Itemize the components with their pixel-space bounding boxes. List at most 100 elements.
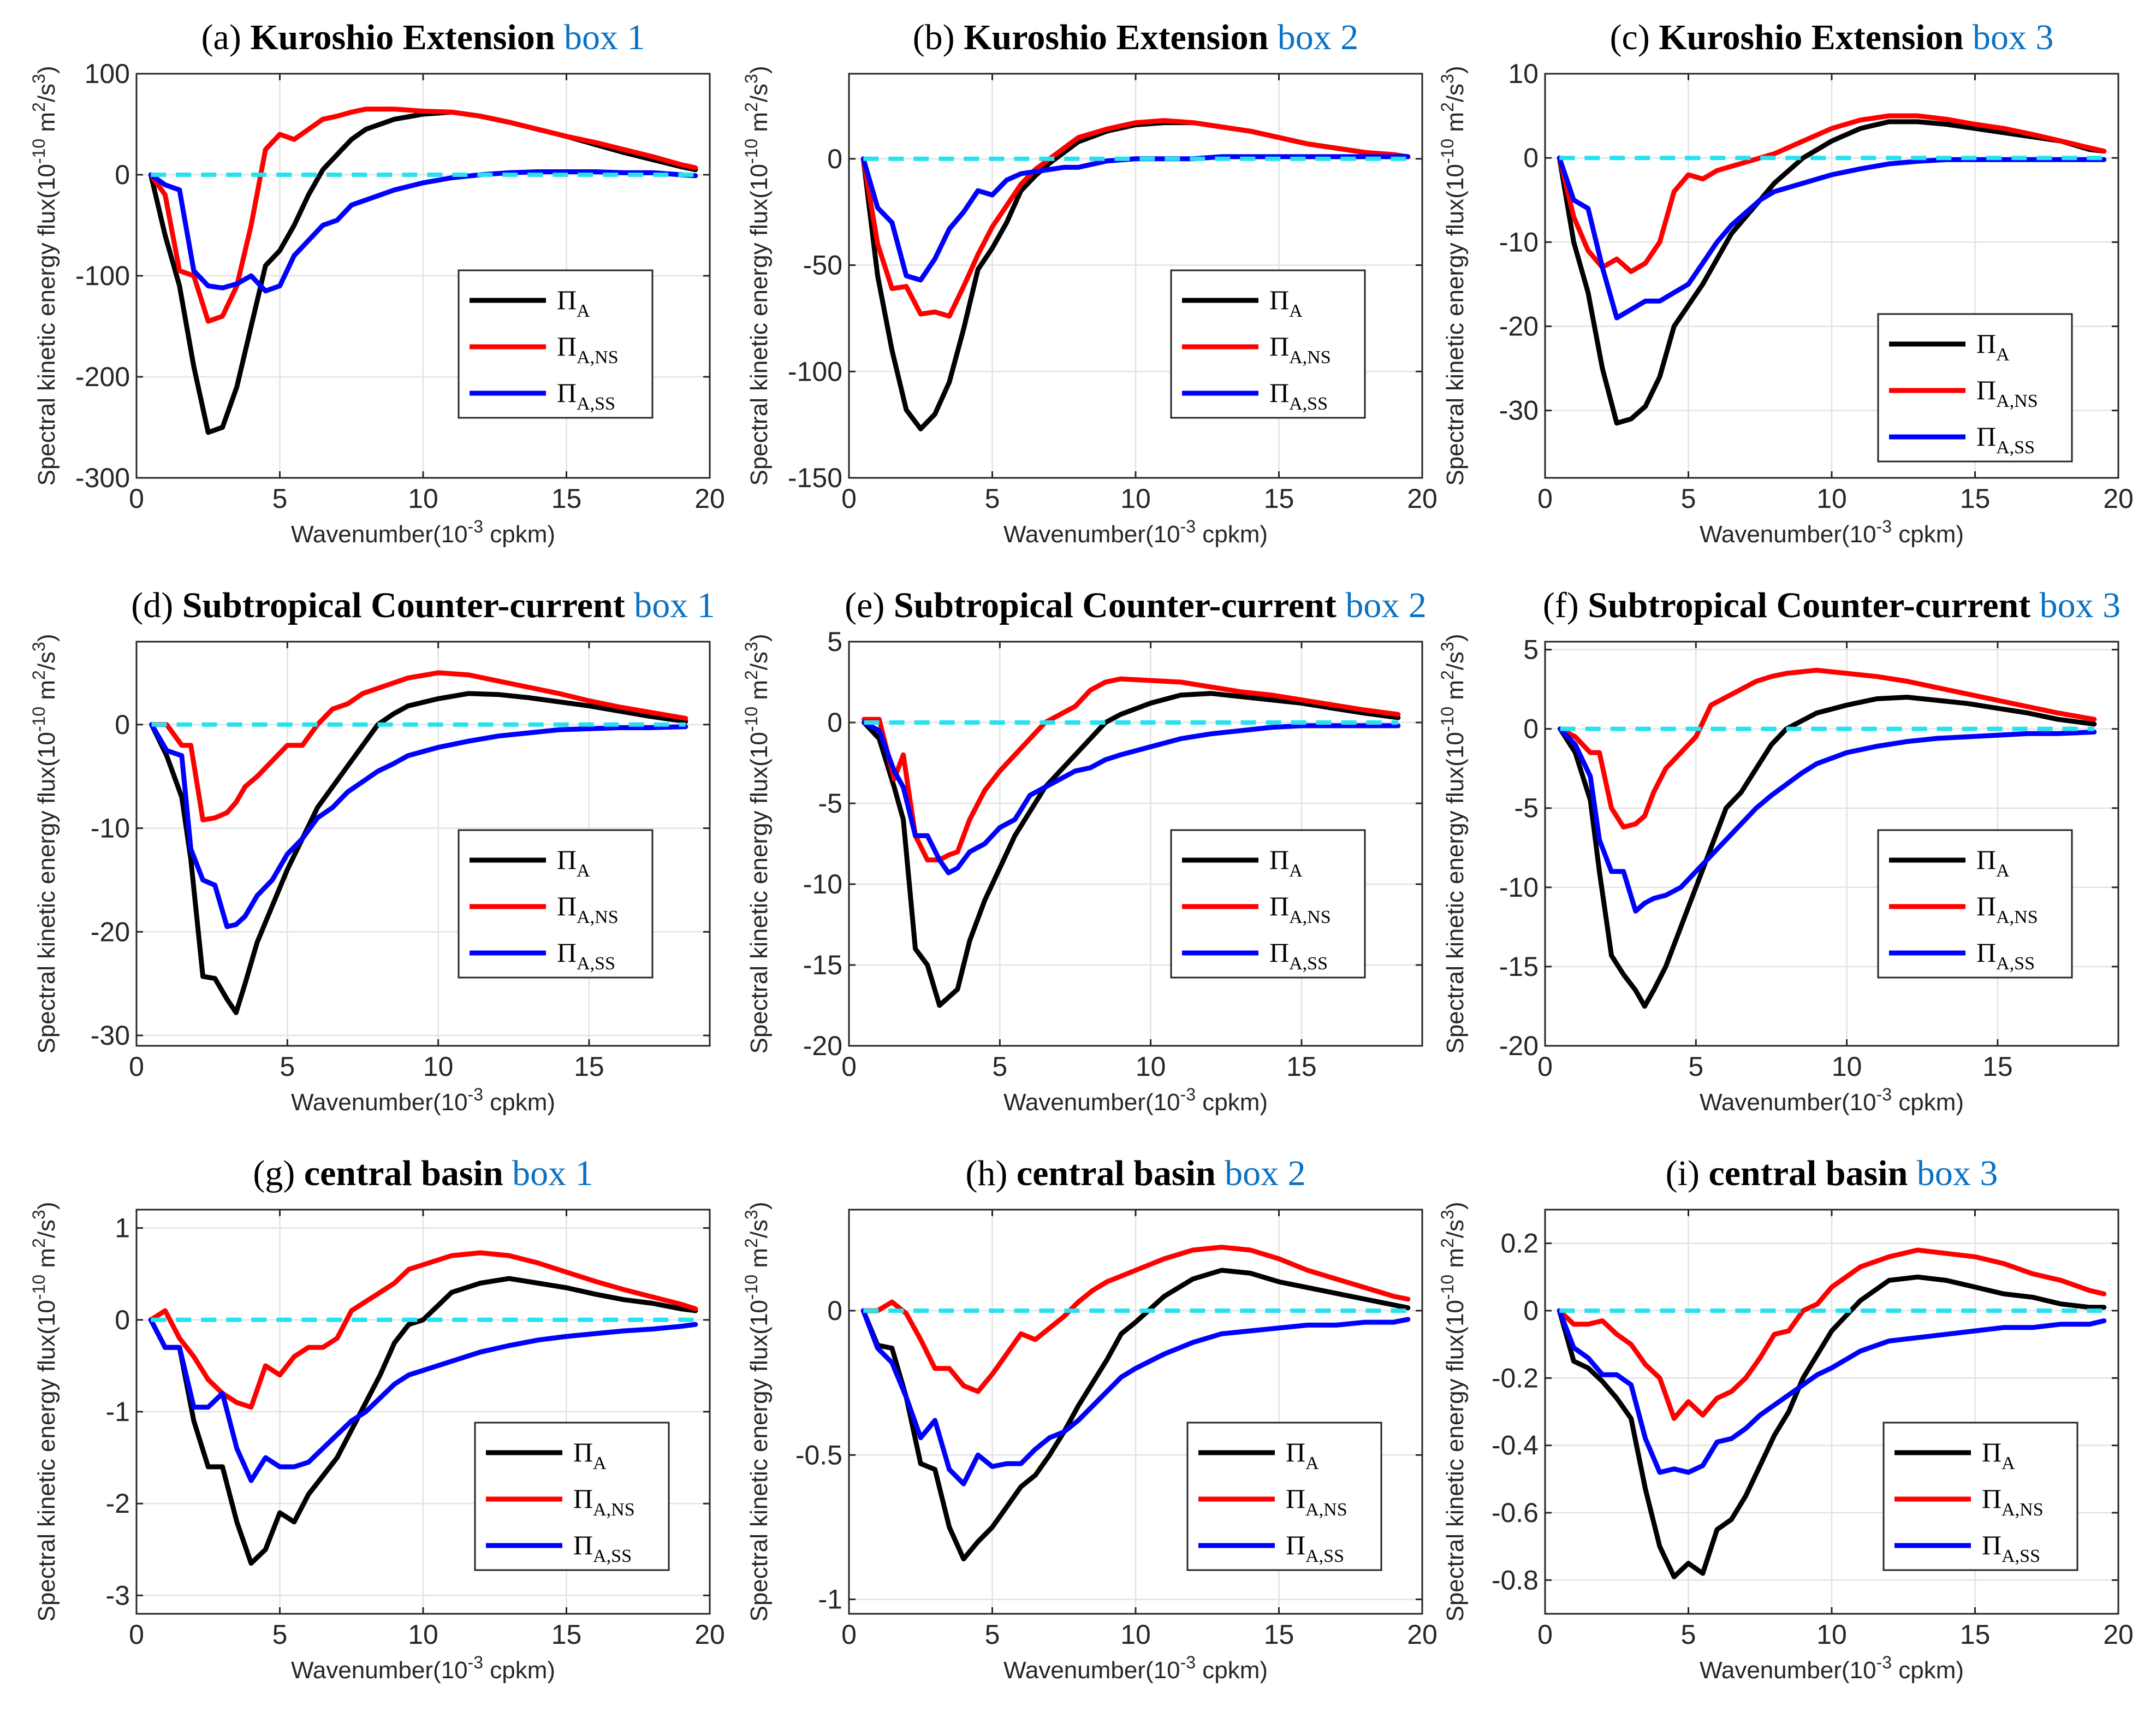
legend-symbol: Π — [1269, 285, 1289, 315]
panel-e: (e) Subtropical Counter-current box 2 0 5 1… — [741, 585, 1427, 1116]
x-axis-label-text: Wavenumber(10 — [291, 1657, 468, 1684]
legend-subscript: A,SS — [593, 1546, 632, 1566]
panel-title: (e) Subtropical Counter-current box 2 — [845, 585, 1427, 625]
legend-entry: ΠA,SS — [1269, 377, 1328, 414]
x-axis-label: Wavenumber(10-3 cpkm) — [1003, 517, 1268, 548]
legend-entry: ΠA,SS — [1976, 937, 2035, 974]
y-axis-label-text: Spectral kinetic energy flux(10 — [746, 732, 773, 1053]
y-tick-label: -30 — [91, 1020, 130, 1051]
title-space — [955, 17, 964, 57]
y-axis-label-exponent-3: 3 — [29, 74, 49, 84]
legend-entry: ΠA — [573, 1437, 607, 1473]
y-axis-label-exponent-2: 2 — [1438, 670, 1457, 680]
y-axis-label-text: Spectral kinetic energy flux(10 — [1442, 164, 1469, 486]
y-axis-label-exponent-2: 2 — [29, 1238, 49, 1248]
y-axis-label: Spectral kinetic energy flux(10-10 m2/s3… — [29, 66, 60, 486]
legend-subscript: A,SS — [1996, 954, 2035, 974]
y-axis-label-unit-2: /s — [746, 1219, 773, 1238]
series-line-2 — [860, 118, 1411, 319]
x-axis-label-tail: cpkm) — [483, 1089, 555, 1116]
legend-subscript: A,SS — [1305, 1546, 1344, 1566]
legend-symbol: Π — [1976, 891, 1996, 921]
legend-symbol: Π — [1269, 331, 1289, 362]
legend-entry: ΠA — [1269, 844, 1303, 881]
x-axis-label-exponent: -3 — [1180, 1085, 1196, 1104]
series-line-3 — [1557, 1308, 2107, 1475]
title-space — [1007, 1153, 1017, 1193]
y-tick-label: -1 — [818, 1584, 842, 1615]
series-line-3 — [1558, 726, 2097, 914]
y-tick-label: -15 — [803, 950, 842, 980]
title-box-label: box 3 — [1917, 1153, 1998, 1193]
x-tick-label: 0 — [129, 1051, 144, 1082]
panel-label: (d) — [131, 585, 173, 625]
panel-b: (b) Kuroshio Extension box 20 5 10 15 20-150… — [741, 17, 1438, 548]
y-axis-label-text: Spectral kinetic energy flux(10 — [33, 1300, 60, 1621]
title-space — [1216, 1153, 1225, 1193]
x-tick-label: 5 — [272, 1619, 288, 1650]
legend-symbol: Π — [1976, 937, 1996, 968]
y-tick-label: 0 — [115, 1305, 130, 1335]
legend-entry: ΠA — [1976, 844, 2010, 881]
x-axis-label: Wavenumber(10-3 cpkm) — [1700, 517, 1964, 548]
title-space — [1268, 17, 1278, 57]
title-space — [625, 585, 634, 625]
y-axis-label-end: ) — [33, 66, 60, 74]
x-tick-label: 10 — [423, 1051, 454, 1082]
x-tick-label: 20 — [1407, 1619, 1438, 1650]
y-tick-label: -15 — [1499, 951, 1539, 982]
title-space — [295, 1153, 304, 1193]
y-tick-label: -10 — [1499, 227, 1539, 257]
y-axis-label-exponent-3: 3 — [741, 642, 761, 652]
y-axis-label: Spectral kinetic energy flux(10-10 m2/s3… — [741, 1201, 773, 1621]
title-space — [1963, 17, 1973, 57]
legend-subscript: A,NS — [1289, 347, 1331, 368]
panel-d: (d) Subtropical Counter-current box 1 0 5 1… — [29, 585, 715, 1116]
y-axis-label-exponent: -10 — [29, 707, 49, 732]
y-axis-label: Spectral kinetic energy flux(10-10 m2/s3… — [741, 633, 773, 1053]
title-space — [241, 17, 251, 57]
series-line-3 — [862, 720, 1401, 875]
x-axis-label-tail: cpkm) — [483, 521, 555, 548]
legend-entry: ΠA,NS — [1976, 375, 2038, 411]
legend-symbol: Π — [1286, 1530, 1305, 1560]
y-axis-label-exponent: -10 — [1438, 707, 1457, 732]
y-tick-label: -5 — [1514, 793, 1539, 824]
legend-subscript: A — [1289, 861, 1303, 881]
x-tick-label: 0 — [129, 1619, 144, 1650]
y-tick-label: 5 — [1523, 635, 1539, 665]
panel-i: (i) central basin box 30 5 10 15 20-0.8-0.6-… — [1438, 1153, 2134, 1684]
y-tick-label: -2 — [106, 1488, 130, 1519]
y-axis-label-exponent-2: 2 — [741, 1238, 761, 1248]
x-axis-label-exponent: -3 — [1180, 517, 1196, 536]
legend-symbol: Π — [1286, 1437, 1305, 1467]
x-axis-label-tail: cpkm) — [1196, 521, 1268, 548]
y-tick-label: -20 — [1499, 311, 1539, 342]
legend-subscript: A — [1996, 345, 2010, 365]
x-axis-label-tail: cpkm) — [1196, 1089, 1268, 1116]
x-tick-label: 10 — [1136, 1051, 1166, 1082]
x-tick-label: 15 — [1960, 483, 1991, 514]
x-axis-label-tail: cpkm) — [1892, 521, 1964, 548]
series-line-3 — [149, 722, 688, 929]
x-tick-label: 10 — [408, 483, 438, 514]
y-tick-label: -100 — [788, 356, 842, 387]
y-axis-label-unit: m — [33, 680, 60, 707]
title-region: Kuroshio Extension — [964, 17, 1268, 57]
series-line-2 — [148, 1250, 698, 1410]
legend-entry: ΠA,NS — [1976, 891, 2038, 927]
axes-frame — [135, 641, 711, 1047]
series-line-3 — [860, 1308, 1411, 1487]
legend-subscript: A,SS — [2001, 1546, 2040, 1566]
y-axis-label-unit: m — [33, 1248, 60, 1275]
x-tick-label: 10 — [1120, 483, 1151, 514]
panel-label: (i) — [1666, 1153, 1700, 1193]
y-tick-label: -0.5 — [795, 1440, 842, 1470]
x-axis-label-text: Wavenumber(10 — [1700, 1089, 1876, 1116]
y-tick-label: 0 — [827, 144, 842, 174]
title-region: Kuroshio Extension — [1659, 17, 1963, 57]
legend-entry: ΠA,NS — [557, 331, 619, 368]
